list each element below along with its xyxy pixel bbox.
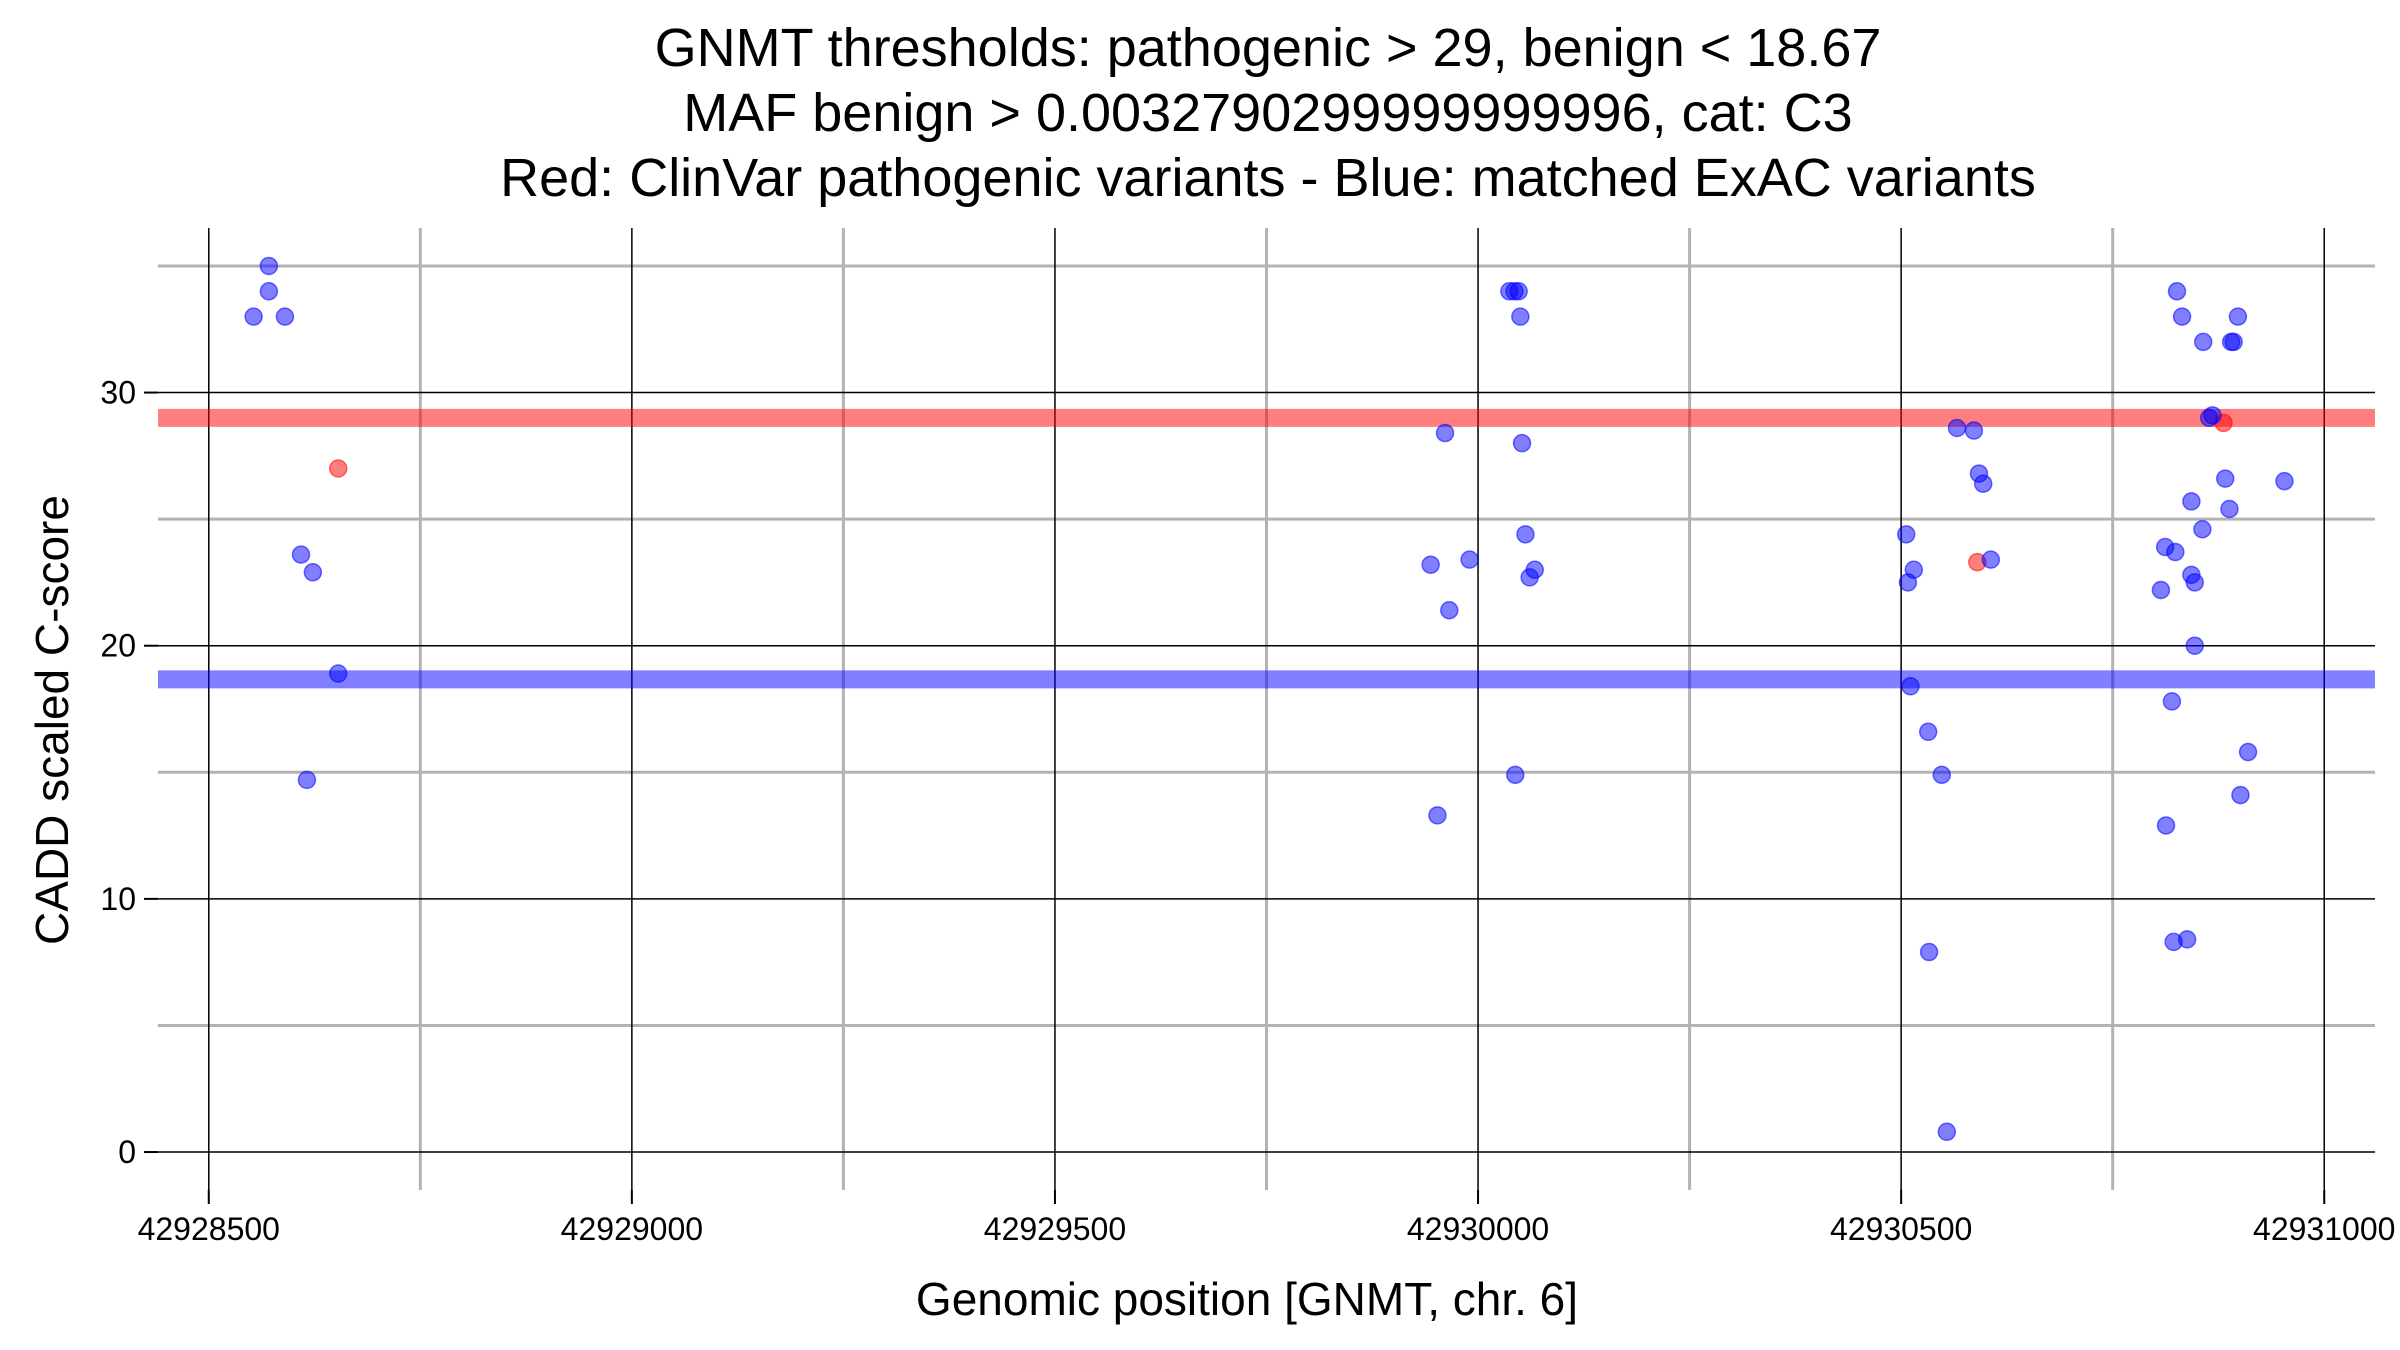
exac-point — [2228, 307, 2248, 326]
exac-point — [2185, 573, 2205, 592]
y-tick-label: 20 — [100, 628, 136, 664]
data-points — [244, 256, 2294, 1142]
x-axis: 42928500 42929000 42929500 42930000 42930500… — [138, 1190, 2395, 1247]
x-tick-label: 42930000 — [1407, 1211, 1549, 1247]
exac-point — [1525, 560, 1544, 580]
minor-grid — [158, 228, 2375, 1190]
exac-point — [1421, 555, 1440, 574]
exac-point — [291, 545, 311, 564]
exac-point — [244, 307, 263, 326]
x-tick-label: 42929000 — [561, 1211, 703, 1247]
exac-point — [1947, 418, 1967, 438]
exac-point — [259, 256, 279, 276]
exac-point — [2193, 332, 2213, 352]
exac-point — [2162, 692, 2182, 711]
title-line-3: Red: ClinVar pathogenic variants - Blue:… — [500, 148, 2036, 208]
exac-point — [1440, 601, 1459, 620]
exac-point — [1919, 942, 1939, 962]
x-tick-label: 42928500 — [138, 1211, 280, 1247]
exac-point — [297, 770, 317, 790]
x-axis-label: Genomic position [GNMT, chr. 6] — [916, 1273, 1578, 1325]
exac-point — [2275, 471, 2294, 491]
exac-point — [1516, 525, 1535, 544]
exac-point — [1964, 421, 1984, 440]
exac-point — [1901, 676, 1920, 696]
exac-point — [2182, 492, 2201, 511]
exac-point — [1428, 806, 1447, 825]
exac-point — [2185, 636, 2205, 655]
exac-point — [275, 307, 295, 326]
exac-point — [303, 563, 323, 582]
exac-point — [259, 282, 279, 301]
y-tick-label: 0 — [118, 1134, 136, 1170]
x-tick-label: 42931000 — [2253, 1211, 2395, 1247]
exac-point — [2193, 520, 2212, 539]
x-tick-label: 42929500 — [984, 1211, 1126, 1247]
exac-point — [1937, 1122, 1957, 1142]
exac-point — [2151, 580, 2171, 600]
exac-point — [1904, 560, 1924, 580]
y-tick-label: 30 — [100, 375, 136, 411]
exac-point — [1981, 550, 2001, 569]
exac-point — [1932, 765, 1952, 785]
threshold-lines — [158, 408, 2375, 689]
exac-point — [2166, 542, 2185, 562]
exac-point — [2177, 930, 2197, 949]
exac-point — [1973, 474, 1993, 493]
exac-point — [1435, 423, 1455, 443]
exac-point — [328, 664, 348, 683]
exac-point — [2220, 499, 2239, 519]
title-line-1: GNMT thresholds: pathogenic > 29, benign… — [655, 18, 1882, 78]
exac-point — [2156, 816, 2176, 835]
exac-point — [1506, 765, 1525, 785]
clinvar-point — [328, 459, 348, 478]
exac-point — [2224, 332, 2243, 352]
exac-point — [1896, 525, 1916, 544]
exac-point — [1512, 433, 1532, 453]
y-tick-label: 10 — [100, 881, 136, 917]
y-axis-label: CADD scaled C-score — [26, 495, 78, 945]
chart-title: GNMT thresholds: pathogenic > 29, benign… — [500, 18, 2036, 208]
exac-point — [1511, 307, 1530, 326]
exac-point — [2172, 307, 2192, 326]
exac-point — [2167, 282, 2187, 301]
exac-point — [2238, 742, 2258, 762]
y-axis: 0 10 20 30 — [100, 375, 158, 1170]
exac-point — [2215, 469, 2235, 488]
title-line-2: MAF benign > 0.0032790299999999996, cat:… — [683, 83, 1852, 143]
major-grid — [158, 228, 2375, 1190]
exac-point — [1460, 550, 1479, 569]
x-tick-label: 42930500 — [1830, 1211, 1972, 1247]
exac-point — [2231, 785, 2250, 805]
exac-point — [2203, 406, 2222, 425]
exac-point — [1509, 282, 1528, 301]
exac-point — [1918, 722, 1938, 742]
